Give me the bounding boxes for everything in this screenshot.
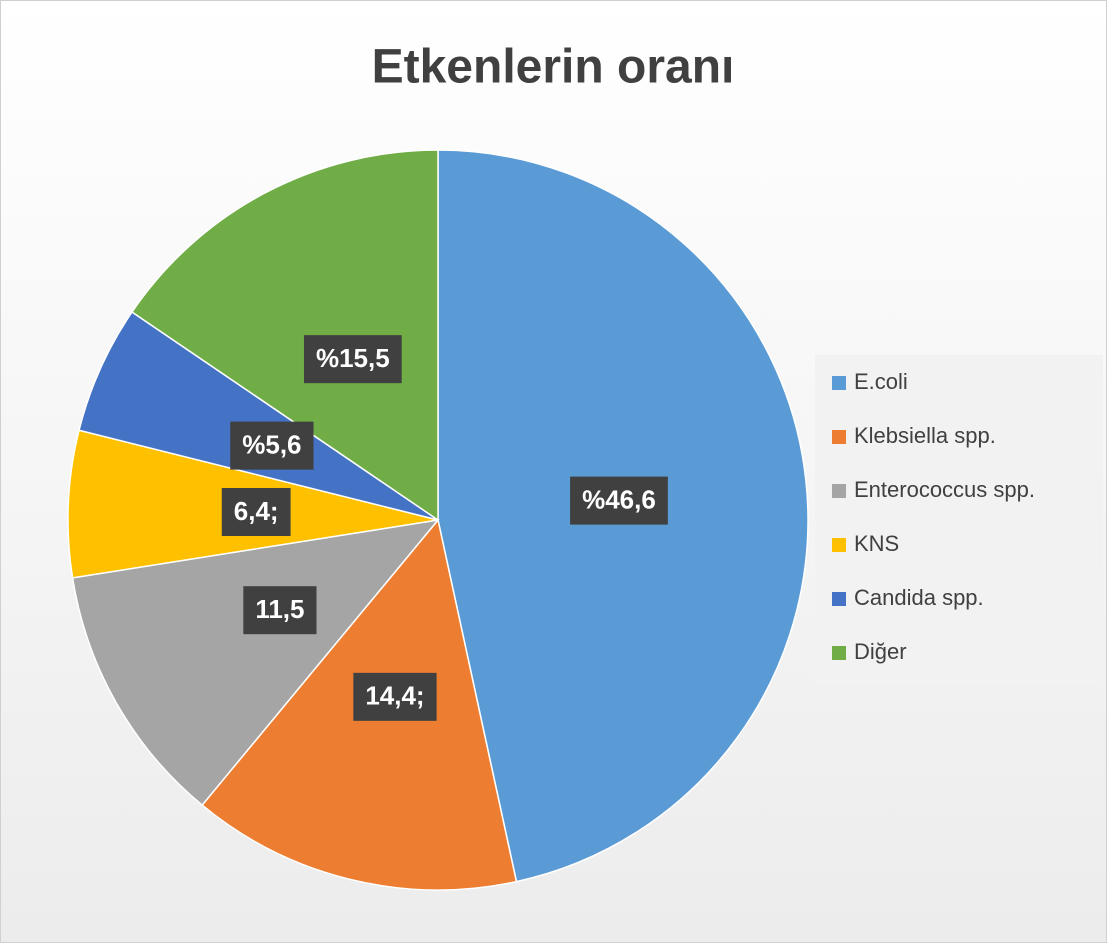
data-label: 6,4; bbox=[234, 496, 279, 526]
pie-slice bbox=[130, 149, 439, 522]
legend-label: Klebsiella spp. bbox=[854, 423, 996, 448]
data-label-box bbox=[303, 335, 402, 384]
data-label-box bbox=[243, 586, 317, 635]
data-label: 14,4; bbox=[365, 681, 424, 711]
legend-label: E.coli bbox=[854, 369, 908, 394]
legend-swatch bbox=[832, 430, 846, 444]
legend-label: Enterococcus spp. bbox=[854, 477, 1035, 502]
legend-label: Candida spp. bbox=[854, 585, 984, 610]
legend-swatch bbox=[832, 376, 846, 390]
data-label: 11,5 bbox=[255, 594, 304, 624]
data-label-box bbox=[570, 476, 668, 525]
legend-background bbox=[815, 355, 1103, 685]
chart-title: Etkenlerin oranı bbox=[372, 41, 735, 94]
pie-slice bbox=[71, 518, 440, 807]
legend-swatch bbox=[832, 538, 846, 552]
pie-slice bbox=[78, 310, 439, 521]
data-label-box bbox=[221, 487, 291, 536]
data-label-box bbox=[353, 672, 437, 721]
legend-label: Diğer bbox=[854, 639, 907, 664]
legend-label: KNS bbox=[854, 531, 899, 556]
legend-swatch bbox=[832, 646, 846, 660]
data-label: %46,6 bbox=[582, 484, 656, 514]
data-label-box bbox=[230, 421, 314, 470]
data-label: %15,5 bbox=[316, 343, 390, 373]
legend-swatch bbox=[832, 592, 846, 606]
legend-swatch bbox=[832, 484, 846, 498]
data-label: %5,6 bbox=[242, 430, 301, 460]
